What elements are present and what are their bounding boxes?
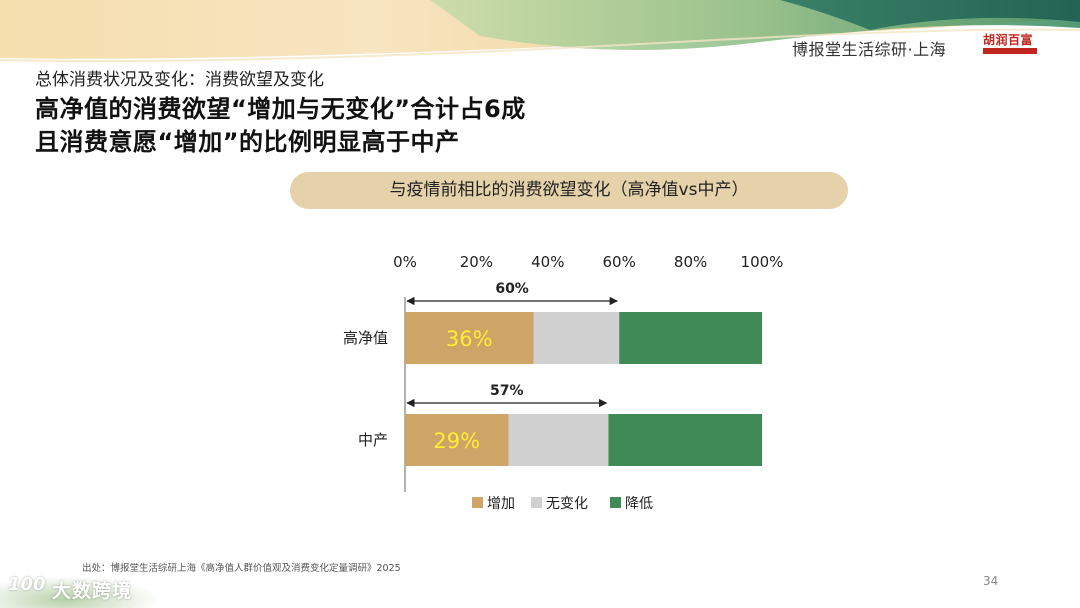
header-banner <box>0 0 1080 63</box>
watermark-text: 大数跨境 <box>52 580 133 602</box>
bar-segment <box>405 312 534 364</box>
x-tick-label: 60% <box>603 253 636 271</box>
headline-line-2: 且消费意愿“增加”的比例明显高于中产 <box>35 128 460 156</box>
source-note: 出处：博报堂生活综研上海《高净值人群价值观及消费变化定量调研》2025 <box>82 563 401 574</box>
bar-segment <box>508 414 609 466</box>
x-tick-label: 0% <box>393 253 417 271</box>
brand-name: 博报堂生活综研·上海 <box>792 40 947 59</box>
bracket-label: 60% <box>495 281 529 297</box>
page-number: 34 <box>983 574 999 588</box>
headline-line-1: 高净值的消费欲望“增加与无变化”合计占6成 <box>35 95 526 123</box>
category-label: 中产 <box>358 431 388 449</box>
legend-swatch <box>610 497 621 508</box>
bar-segment <box>619 312 762 364</box>
data-label: 29% <box>433 429 480 453</box>
legend-label: 降低 <box>625 496 653 512</box>
logo-text: 胡润百富 <box>983 33 1034 47</box>
bar-segment <box>533 312 620 364</box>
slide-subtitle: 总体消费状况及变化：消费欲望及变化 <box>35 70 324 90</box>
bar-segment <box>405 414 509 466</box>
legend-swatch <box>472 497 483 508</box>
x-tick-label: 100% <box>741 253 784 271</box>
bracket-label: 57% <box>490 383 524 399</box>
legend-swatch <box>531 497 542 508</box>
data-label: 36% <box>446 327 493 351</box>
bar-segment <box>608 414 762 466</box>
watermark: 100 大数跨境 <box>0 574 160 608</box>
legend-label: 增加 <box>487 496 515 512</box>
x-tick-label: 20% <box>460 253 493 271</box>
watermark-logo-icon: 100 <box>8 574 46 595</box>
chart-title-pill: 与疫情前相比的消费欲望变化（高净值vs中产） <box>290 172 848 209</box>
legend-label: 无变化 <box>546 496 588 512</box>
hurun-logo: 胡润百富 <box>983 34 1039 58</box>
watermark-glow <box>0 576 160 608</box>
category-label: 高净值 <box>343 329 388 347</box>
x-tick-label: 40% <box>531 253 564 271</box>
logo-bar <box>983 48 1037 54</box>
stacked-bar-chart: 0% 20% 40% 60% 80% 100%高净值 36%60%中产 29%57%增加 无变化… <box>343 253 784 512</box>
x-tick-label: 80% <box>674 253 707 271</box>
